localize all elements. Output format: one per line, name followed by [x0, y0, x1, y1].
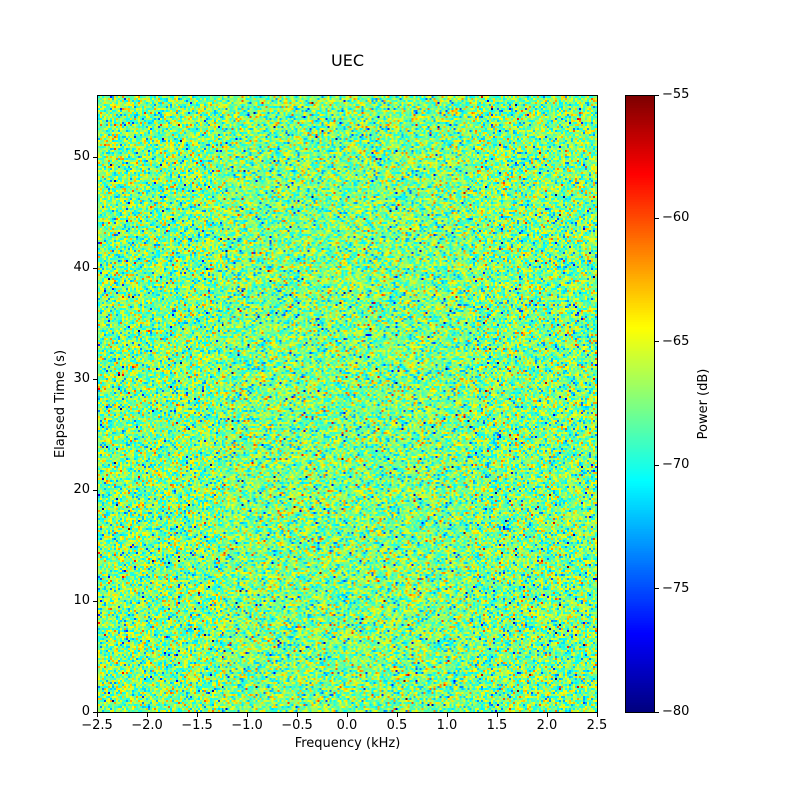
- x-tick-mark: [546, 713, 548, 717]
- x-tick-label: −0.5: [281, 718, 313, 733]
- colorbar-tick-label: −70: [662, 457, 690, 473]
- x-tick-label: 2.5: [586, 718, 608, 733]
- spectrogram-heatmap: [98, 96, 597, 712]
- colorbar-tick-mark: [655, 94, 659, 96]
- plot-area: [97, 95, 598, 713]
- colorbar-tick-label: −55: [662, 87, 690, 102]
- y-tick-mark: [93, 378, 97, 380]
- colorbar-tick-mark: [655, 217, 659, 219]
- y-tick-label: 20: [73, 482, 90, 498]
- x-tick-label: 0.5: [386, 718, 408, 733]
- colorbar-tick-mark: [655, 341, 659, 343]
- y-tick-label: 30: [73, 371, 90, 387]
- x-tick-label: −2.5: [81, 718, 113, 733]
- chart-title: UEC: [331, 51, 364, 70]
- y-tick-mark: [93, 267, 97, 269]
- y-tick-mark: [93, 600, 97, 602]
- y-tick-label: 50: [73, 149, 90, 165]
- x-tick-mark: [146, 713, 148, 717]
- y-tick-mark: [93, 489, 97, 491]
- x-tick-label: 1.5: [486, 718, 508, 733]
- colorbar: [625, 95, 655, 713]
- y-tick-label: 10: [73, 593, 90, 609]
- x-tick-mark: [346, 713, 348, 717]
- x-tick-label: 0.0: [336, 718, 358, 733]
- colorbar-tick-mark: [655, 711, 659, 713]
- x-tick-label: −2.0: [131, 718, 163, 733]
- x-tick-label: −1.5: [181, 718, 213, 733]
- y-tick-mark: [93, 711, 97, 713]
- colorbar-gradient: [626, 96, 654, 712]
- x-tick-label: −1.0: [231, 718, 263, 733]
- colorbar-tick-label: −65: [662, 333, 690, 349]
- x-tick-mark: [496, 713, 498, 717]
- colorbar-tick-label: −80: [662, 704, 690, 719]
- colorbar-tick-label: −60: [662, 210, 690, 226]
- x-tick-mark: [246, 713, 248, 717]
- x-tick-mark: [396, 713, 398, 717]
- y-axis-label: Elapsed Time (s): [53, 349, 68, 459]
- colorbar-tick-label: −75: [662, 580, 690, 596]
- colorbar-tick-mark: [655, 464, 659, 466]
- x-tick-mark: [196, 713, 198, 717]
- x-tick-mark: [96, 713, 98, 717]
- x-tick-label: 1.0: [436, 718, 458, 733]
- x-tick-mark: [446, 713, 448, 717]
- x-axis-label: Frequency (kHz): [294, 736, 401, 751]
- y-tick-mark: [93, 156, 97, 158]
- colorbar-tick-mark: [655, 588, 659, 590]
- x-tick-mark: [296, 713, 298, 717]
- y-tick-label: 0: [81, 704, 90, 719]
- x-tick-label: 2.0: [536, 718, 558, 733]
- x-tick-mark: [596, 713, 598, 717]
- y-tick-label: 40: [73, 260, 90, 276]
